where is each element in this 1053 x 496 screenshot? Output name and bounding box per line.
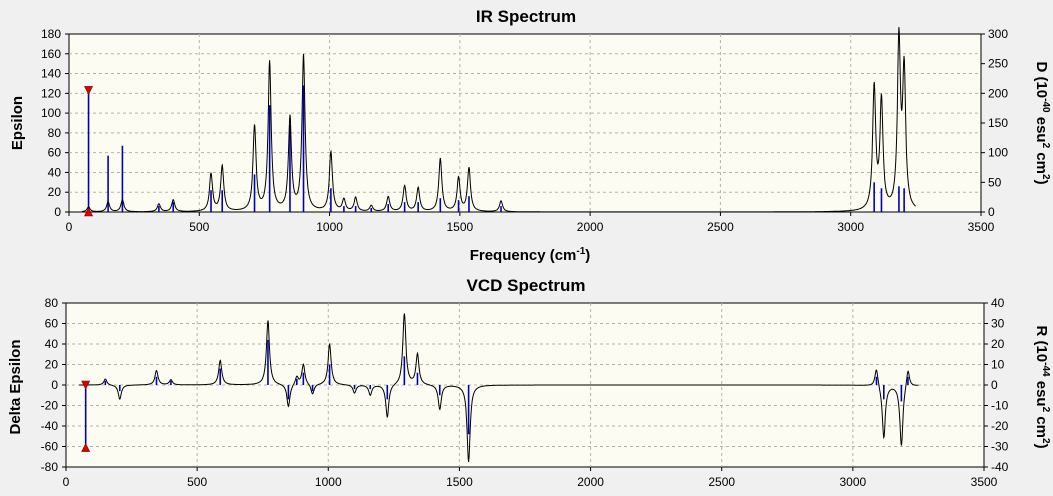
vcd-y2-tick-label: -10 xyxy=(991,399,1009,413)
ir-plot-area xyxy=(68,33,982,213)
vcd-y2label-p0: R (10 xyxy=(1033,325,1050,362)
vcd-y2label-p3: 2 xyxy=(1040,407,1051,413)
ir-y2label-p3: 2 xyxy=(1040,143,1051,149)
ir-x-axis: 0 500 1000 1500 2000 2500 3000 3500 xyxy=(66,212,995,234)
ir-y-tick-label: 20 xyxy=(48,185,62,199)
vcd-y2-tick-label: -40 xyxy=(991,460,1009,474)
ir-y-tick-label: 160 xyxy=(41,47,61,61)
ir-xlabel-base: Frequency (cm xyxy=(470,247,577,264)
vcd-y-tick-label: -80 xyxy=(41,460,59,474)
vcd-y2-tick-label: 20 xyxy=(991,337,1005,351)
vcd-y2-axis: -40 -30 -20 -10 0 10 20 30 40 xyxy=(984,296,1009,474)
vcd-chart-title: VCD Spectrum xyxy=(466,276,585,295)
ir-x-tick-label: 0 xyxy=(66,220,73,234)
vcd-y-tick-label: 20 xyxy=(45,358,59,372)
vcd-peak-marker xyxy=(81,380,91,390)
vcd-y2label-p5: 2 xyxy=(1040,438,1051,444)
ir-x-tick-label: 500 xyxy=(189,220,209,234)
ir-x-tick-label: 1500 xyxy=(447,220,474,234)
ir-y-axis: 0 20 40 60 80 100 120 140 160 180 xyxy=(41,27,69,219)
vcd-y2-tick-label: 40 xyxy=(991,296,1005,310)
vcd-stick-spectrum xyxy=(84,339,909,448)
vcd-y-tick-label: 60 xyxy=(45,317,59,331)
ir-x-tick-label: 2500 xyxy=(707,220,734,234)
vcd-y-axis: -80 -60 -40 -20 0 20 40 60 80 xyxy=(41,296,66,474)
vcd-y2label-p2: esu xyxy=(1033,377,1050,407)
vcd-y-tick-label: 40 xyxy=(45,337,59,351)
vcd-x-tick-label: 500 xyxy=(187,475,207,489)
ir-x-tick-label: 3500 xyxy=(968,220,995,234)
vcd-x-tick-label: 1500 xyxy=(446,475,473,489)
vcd-y2-tick-label: -30 xyxy=(991,440,1009,454)
vcd-y2-tick-label: 30 xyxy=(991,317,1005,331)
ir-y2label-p2: esu xyxy=(1033,113,1050,143)
ir-y2-tick-label: 50 xyxy=(988,175,1002,189)
ir-y-tick-label: 0 xyxy=(54,205,61,219)
ir-y2label: D (10-40 esu2 cm2) xyxy=(1033,61,1051,184)
ir-y-tick-label: 140 xyxy=(41,67,61,81)
vcd-x-tick-label: 2000 xyxy=(577,475,604,489)
vcd-y2-tick-label: -20 xyxy=(991,419,1009,433)
ir-y-tick-label: 60 xyxy=(48,146,62,160)
vcd-y2-tick-label: 10 xyxy=(991,358,1005,372)
ir-y-tick-label: 100 xyxy=(41,106,61,120)
ir-peak-markers xyxy=(84,86,94,217)
vcd-y-tick-label: 0 xyxy=(51,378,58,392)
vcd-peak-marker xyxy=(81,442,91,452)
ir-chart-title: IR Spectrum xyxy=(476,7,576,26)
ir-y2-tick-label: 200 xyxy=(988,86,1008,100)
ir-spectrum-curve xyxy=(81,27,916,213)
ir-y-tick-label: 180 xyxy=(41,27,61,41)
ir-peak-marker xyxy=(84,86,94,96)
vcd-spectrum-curve xyxy=(79,313,919,462)
ir-y2-tick-label: 150 xyxy=(988,116,1008,130)
vcd-x-tick-label: 3500 xyxy=(971,475,998,489)
ir-xlabel-tail: ) xyxy=(585,247,590,264)
vcd-y2label: R (10-44 esu2 cm2) xyxy=(1033,325,1051,448)
vcd-y2-tick-label: 0 xyxy=(991,378,998,392)
vcd-y2label-p6: ) xyxy=(1033,444,1050,449)
ir-peak-marker xyxy=(84,207,94,217)
ir-y2label-p0: D (10 xyxy=(1033,61,1050,98)
vcd-x-axis: 0 500 1000 1500 2000 2500 3000 3500 xyxy=(63,467,998,489)
ir-y-tick-label: 80 xyxy=(48,126,62,140)
ir-x-tick-label: 1000 xyxy=(316,220,343,234)
ir-y-tick-label: 120 xyxy=(41,86,61,100)
vcd-peak-markers xyxy=(81,380,91,452)
ir-y-tick-label: 40 xyxy=(48,165,62,179)
vcd-y-tick-label: 80 xyxy=(45,296,59,310)
ir-xlabel: Frequency (cm-1) xyxy=(470,246,591,264)
ir-ylabel: Epsilon xyxy=(9,96,26,150)
ir-y2label-p5: 2 xyxy=(1040,174,1051,180)
vcd-y2label-p1: -44 xyxy=(1040,362,1051,377)
vcd-y2label-p4: cm xyxy=(1033,412,1050,438)
vcd-x-tick-label: 3000 xyxy=(840,475,867,489)
vcd-y-tick-label: -60 xyxy=(41,440,59,454)
ir-stick-spectrum xyxy=(87,85,905,212)
vcd-x-tick-label: 0 xyxy=(63,475,70,489)
ir-x-tick-label: 2000 xyxy=(577,220,604,234)
ir-y2-tick-label: 0 xyxy=(988,205,995,219)
vcd-x-tick-label: 1000 xyxy=(315,475,342,489)
ir-xlabel-sup: -1 xyxy=(576,246,585,257)
vcd-y-tick-label: -20 xyxy=(41,399,59,413)
vcd-ylabel: Delta Epsilon xyxy=(7,339,24,434)
ir-y2-axis: 0 50 100 150 200 250 300 xyxy=(981,27,1008,219)
ir-y2-tick-label: 300 xyxy=(988,27,1008,41)
vcd-y-tick-label: -40 xyxy=(41,419,59,433)
ir-y2-tick-label: 250 xyxy=(988,57,1008,71)
ir-x-tick-label: 3000 xyxy=(837,220,864,234)
ir-y2label-p1: -40 xyxy=(1040,98,1051,113)
ir-y2label-p4: cm xyxy=(1033,148,1050,174)
vcd-x-tick-label: 2500 xyxy=(708,475,735,489)
ir-y2label-p6: ) xyxy=(1033,180,1050,185)
ir-y2-tick-label: 100 xyxy=(988,146,1008,160)
